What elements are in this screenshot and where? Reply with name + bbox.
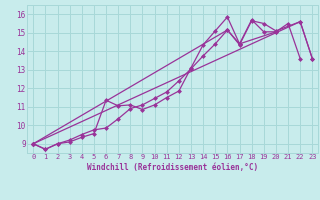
X-axis label: Windchill (Refroidissement éolien,°C): Windchill (Refroidissement éolien,°C) [87, 163, 258, 172]
